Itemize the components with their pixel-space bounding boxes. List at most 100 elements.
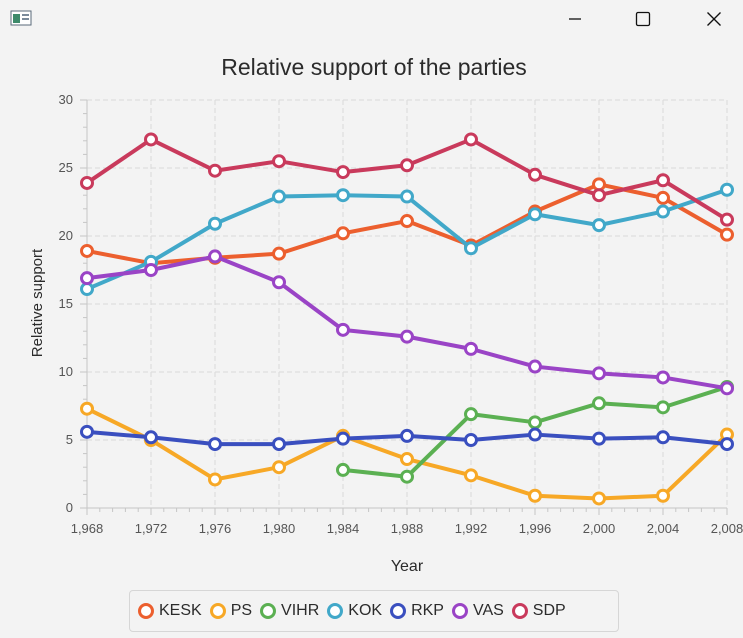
close-button[interactable] (691, 0, 737, 38)
data-point-kok (336, 188, 350, 203)
data-point-sdp (144, 132, 158, 147)
y-tick-label: 0 (66, 500, 73, 515)
minimize-button[interactable] (552, 0, 598, 38)
data-point-vihr (528, 415, 542, 430)
data-point-sdp (592, 188, 606, 203)
data-point-ps (400, 452, 414, 467)
legend-marker-icon (209, 603, 226, 619)
series-sdp (80, 132, 734, 227)
x-tick-label: 2,000 (583, 521, 616, 536)
legend-item-vas: VAS (451, 602, 504, 620)
data-point-sdp (656, 173, 670, 188)
data-point-kok (208, 216, 222, 231)
series-lines (80, 132, 734, 506)
data-point-kok (464, 241, 478, 256)
legend-marker-icon (390, 603, 407, 619)
data-point-kesk (656, 190, 670, 205)
line-chart: Relative support of the parties 0 5 10 15 20… (29, 54, 743, 575)
data-point-ps (528, 488, 542, 503)
legend-item-vihr: VIHR (260, 602, 319, 620)
data-point-vas (592, 366, 606, 381)
data-point-sdp (272, 154, 286, 169)
data-point-vas (80, 271, 94, 286)
data-point-vihr (656, 400, 670, 415)
x-tick-label: 1,992 (455, 521, 488, 536)
legend-marker-icon (451, 603, 468, 619)
legend-label: VIHR (281, 602, 320, 619)
data-point-rkp (592, 431, 606, 446)
data-point-vihr (592, 396, 606, 411)
data-point-vas (720, 381, 734, 396)
data-point-vas (272, 275, 286, 290)
data-point-vas (656, 370, 670, 385)
series-vas (80, 249, 734, 396)
y-axis-label: Relative support (29, 248, 46, 357)
axes: 0 5 10 15 20 25 30 1,968 1,972 1,976 1,980 1,984 1,9… (59, 92, 743, 536)
data-point-vihr (336, 462, 350, 477)
x-tick-label: 1,976 (199, 521, 232, 536)
legend-marker-icon (327, 603, 344, 619)
x-tick-label: 2,004 (647, 521, 680, 536)
maximize-button[interactable] (620, 0, 666, 38)
legend-label: SDP (532, 602, 566, 619)
data-point-vas (400, 329, 414, 344)
data-point-rkp (400, 428, 414, 443)
data-point-rkp (144, 430, 158, 445)
legend-marker-icon (511, 603, 528, 619)
series-vihr (336, 379, 734, 484)
x-tick-label: 1,988 (391, 521, 424, 536)
data-point-kesk (272, 246, 286, 261)
chart-title: Relative support of the parties (221, 54, 527, 80)
data-point-rkp (272, 437, 286, 452)
data-point-ps (656, 488, 670, 503)
data-point-sdp (528, 167, 542, 182)
data-point-vihr (464, 407, 478, 422)
data-point-sdp (336, 165, 350, 180)
data-point-sdp (464, 132, 478, 147)
y-tick-label: 20 (59, 228, 73, 243)
data-point-rkp (208, 437, 222, 452)
data-point-rkp (656, 430, 670, 445)
data-point-kok (80, 282, 94, 297)
data-point-kok (272, 189, 286, 204)
y-tick-label: 15 (59, 296, 73, 311)
legend-item-kok: KOK (327, 602, 382, 620)
data-point-kesk (720, 227, 734, 242)
data-point-ps (592, 491, 606, 506)
maximize-icon (635, 11, 651, 27)
minimize-icon (569, 18, 581, 20)
data-point-kesk (336, 226, 350, 241)
x-tick-label: 1,980 (263, 521, 296, 536)
close-icon (707, 12, 721, 26)
y-tick-label: 10 (59, 364, 73, 379)
data-point-ps (208, 472, 222, 487)
legend-label: KOK (348, 602, 383, 619)
data-point-kesk (80, 243, 94, 258)
x-axis-label: Year (391, 558, 424, 575)
legend-item-ps: PS (209, 602, 253, 620)
chart-area: Relative support of the parties 0 5 10 15 20… (0, 38, 743, 638)
x-tick-label: 1,996 (519, 521, 552, 536)
legend-label: PS (230, 602, 253, 619)
chart-legend: KESK PS VIHR KOK RKP VAS SDP (129, 590, 619, 632)
legend-item-kesk: KESK (138, 602, 202, 620)
x-tick-label: 1,968 (71, 521, 104, 536)
data-point-kesk (400, 214, 414, 229)
data-point-sdp (400, 158, 414, 173)
data-point-vas (464, 341, 478, 356)
data-point-vihr (400, 469, 414, 484)
legend-label: KESK (159, 602, 202, 619)
data-point-kok (592, 218, 606, 233)
data-point-kok (528, 207, 542, 222)
data-point-vas (208, 249, 222, 264)
legend-marker-icon (138, 603, 154, 619)
data-point-vas (144, 263, 158, 277)
legend-item-sdp: SDP (511, 602, 566, 620)
data-point-sdp (80, 175, 94, 190)
java-app-icon (10, 10, 32, 26)
data-point-rkp (80, 424, 94, 439)
y-tick-label: 5 (66, 432, 73, 447)
legend-label: RKP (411, 602, 444, 619)
x-tick-label: 1,972 (135, 521, 168, 536)
x-tick-label: 1,984 (327, 521, 360, 536)
